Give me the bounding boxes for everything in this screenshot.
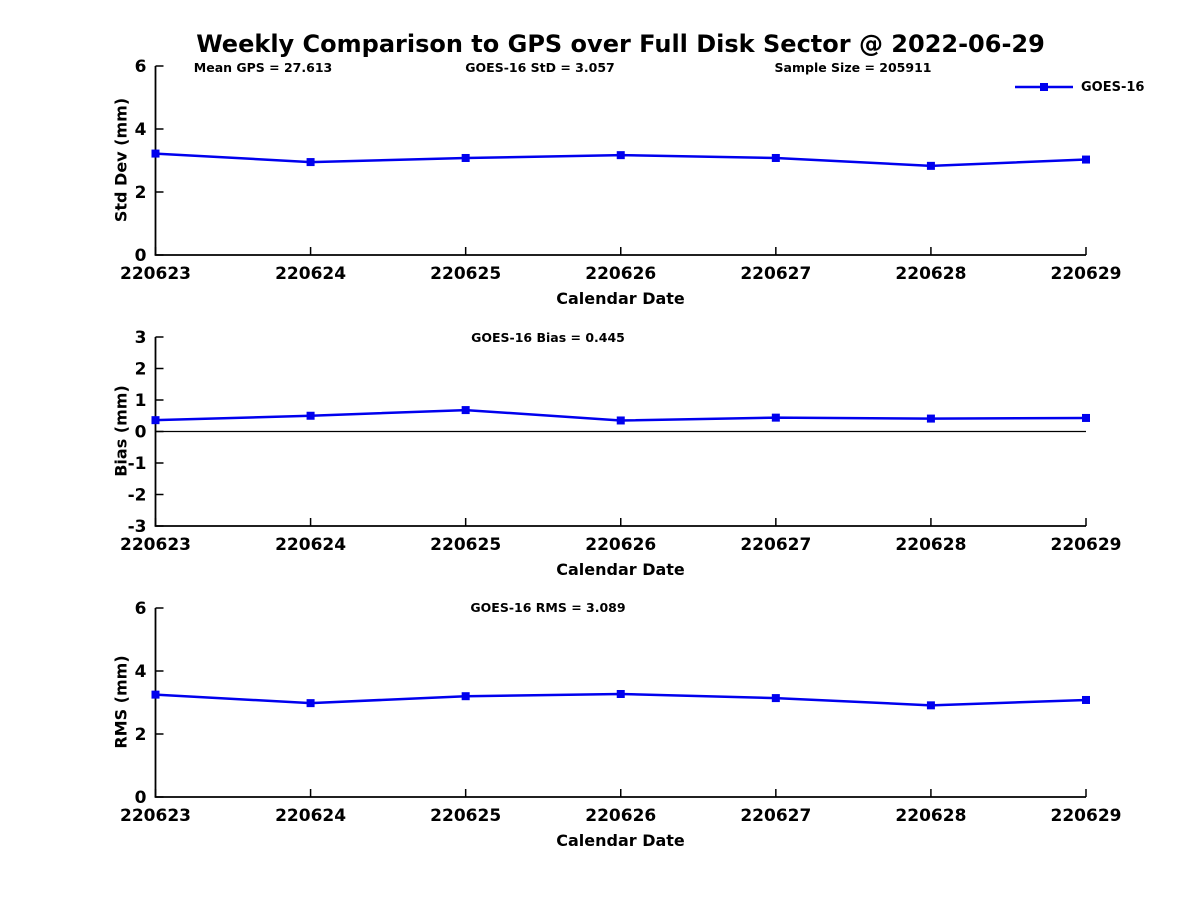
data-point-marker bbox=[926, 161, 935, 170]
data-point-marker bbox=[771, 694, 780, 703]
x-tick-label: 220625 bbox=[430, 535, 501, 555]
x-tick-label: 220627 bbox=[740, 264, 811, 284]
annotation-goes16-std: GOES-16 StD = 3.057 bbox=[465, 60, 615, 75]
data-point-marker bbox=[1082, 155, 1090, 164]
x-tick-label: 220629 bbox=[1051, 535, 1122, 555]
y-tick-label: 3 bbox=[135, 328, 147, 348]
data-point-marker bbox=[926, 414, 935, 423]
y-tick-label: 6 bbox=[135, 599, 147, 619]
x-tick-label: 220624 bbox=[275, 264, 346, 284]
y-tick-label: 2 bbox=[135, 360, 147, 380]
data-point-marker bbox=[461, 406, 470, 415]
y-tick-label: -2 bbox=[128, 486, 147, 506]
x-tick-label: 220626 bbox=[585, 806, 656, 826]
annotation-goes16-bias: GOES-16 Bias = 0.445 bbox=[471, 330, 625, 345]
data-point-marker bbox=[151, 149, 160, 158]
y-tick-label: -3 bbox=[128, 517, 147, 537]
x-tick-label: 220626 bbox=[585, 264, 656, 284]
xlabel-std-dev: Calendar Date bbox=[556, 289, 685, 308]
xlabel-bias: Calendar Date bbox=[556, 560, 685, 579]
y-tick-label: 4 bbox=[135, 662, 147, 682]
data-point-marker bbox=[461, 692, 470, 701]
figure-title: Weekly Comparison to GPS over Full Disk … bbox=[196, 30, 1045, 58]
data-point-marker bbox=[1082, 413, 1090, 422]
annotation-mean-gps: Mean GPS = 27.613 bbox=[193, 60, 333, 75]
y-tick-label: 2 bbox=[135, 725, 147, 745]
ylabel-rms: RMS (mm) bbox=[111, 655, 131, 749]
ylabel-std-dev: Std Dev (mm) bbox=[111, 97, 131, 223]
annotation-sample-size: Sample Size = 205911 bbox=[774, 60, 932, 75]
x-tick-label: 220625 bbox=[430, 806, 501, 826]
y-tick-label: -1 bbox=[128, 454, 147, 474]
x-tick-label: 220623 bbox=[120, 264, 191, 284]
data-point-marker bbox=[461, 153, 470, 162]
xlabel-rms: Calendar Date bbox=[556, 831, 685, 850]
data-point-marker bbox=[616, 151, 625, 160]
x-tick-label: 220627 bbox=[740, 806, 811, 826]
y-tick-label: 0 bbox=[135, 788, 147, 808]
y-tick-label: 0 bbox=[135, 423, 147, 443]
x-tick-label: 220625 bbox=[430, 264, 501, 284]
data-point-marker bbox=[771, 153, 780, 162]
x-tick-label: 220627 bbox=[740, 535, 811, 555]
x-tick-label: 220623 bbox=[120, 535, 191, 555]
x-tick-label: 220628 bbox=[895, 806, 966, 826]
y-tick-label: 6 bbox=[135, 57, 147, 77]
x-tick-label: 220628 bbox=[895, 264, 966, 284]
data-point-marker bbox=[926, 701, 935, 710]
legend: GOES-16 bbox=[1013, 79, 1144, 95]
ylabel-bias: Bias (mm) bbox=[111, 385, 131, 477]
y-tick-label: 2 bbox=[135, 183, 147, 203]
x-tick-label: 220624 bbox=[275, 806, 346, 826]
x-tick-label: 220628 bbox=[895, 535, 966, 555]
data-point-marker bbox=[151, 416, 160, 425]
x-tick-label: 220626 bbox=[585, 535, 656, 555]
data-point-marker bbox=[306, 158, 315, 167]
x-tick-label: 220629 bbox=[1051, 806, 1122, 826]
y-tick-label: 4 bbox=[135, 120, 147, 140]
data-point-marker bbox=[306, 699, 315, 708]
x-tick-label: 220624 bbox=[275, 535, 346, 555]
y-tick-label: 1 bbox=[135, 391, 147, 411]
data-point-marker bbox=[151, 690, 160, 699]
legend-line-marker-icon bbox=[1015, 83, 1073, 91]
data-point-marker bbox=[616, 689, 625, 698]
data-point-marker bbox=[616, 416, 625, 425]
data-point-marker bbox=[771, 413, 780, 422]
data-point-marker bbox=[306, 411, 315, 420]
data-point-marker bbox=[1082, 695, 1090, 704]
x-tick-label: 220623 bbox=[120, 806, 191, 826]
x-tick-label: 220629 bbox=[1051, 264, 1122, 284]
legend-label: GOES-16 bbox=[1081, 79, 1145, 95]
annotation-goes16-rms: GOES-16 RMS = 3.089 bbox=[470, 600, 626, 615]
y-tick-label: 0 bbox=[135, 246, 147, 266]
